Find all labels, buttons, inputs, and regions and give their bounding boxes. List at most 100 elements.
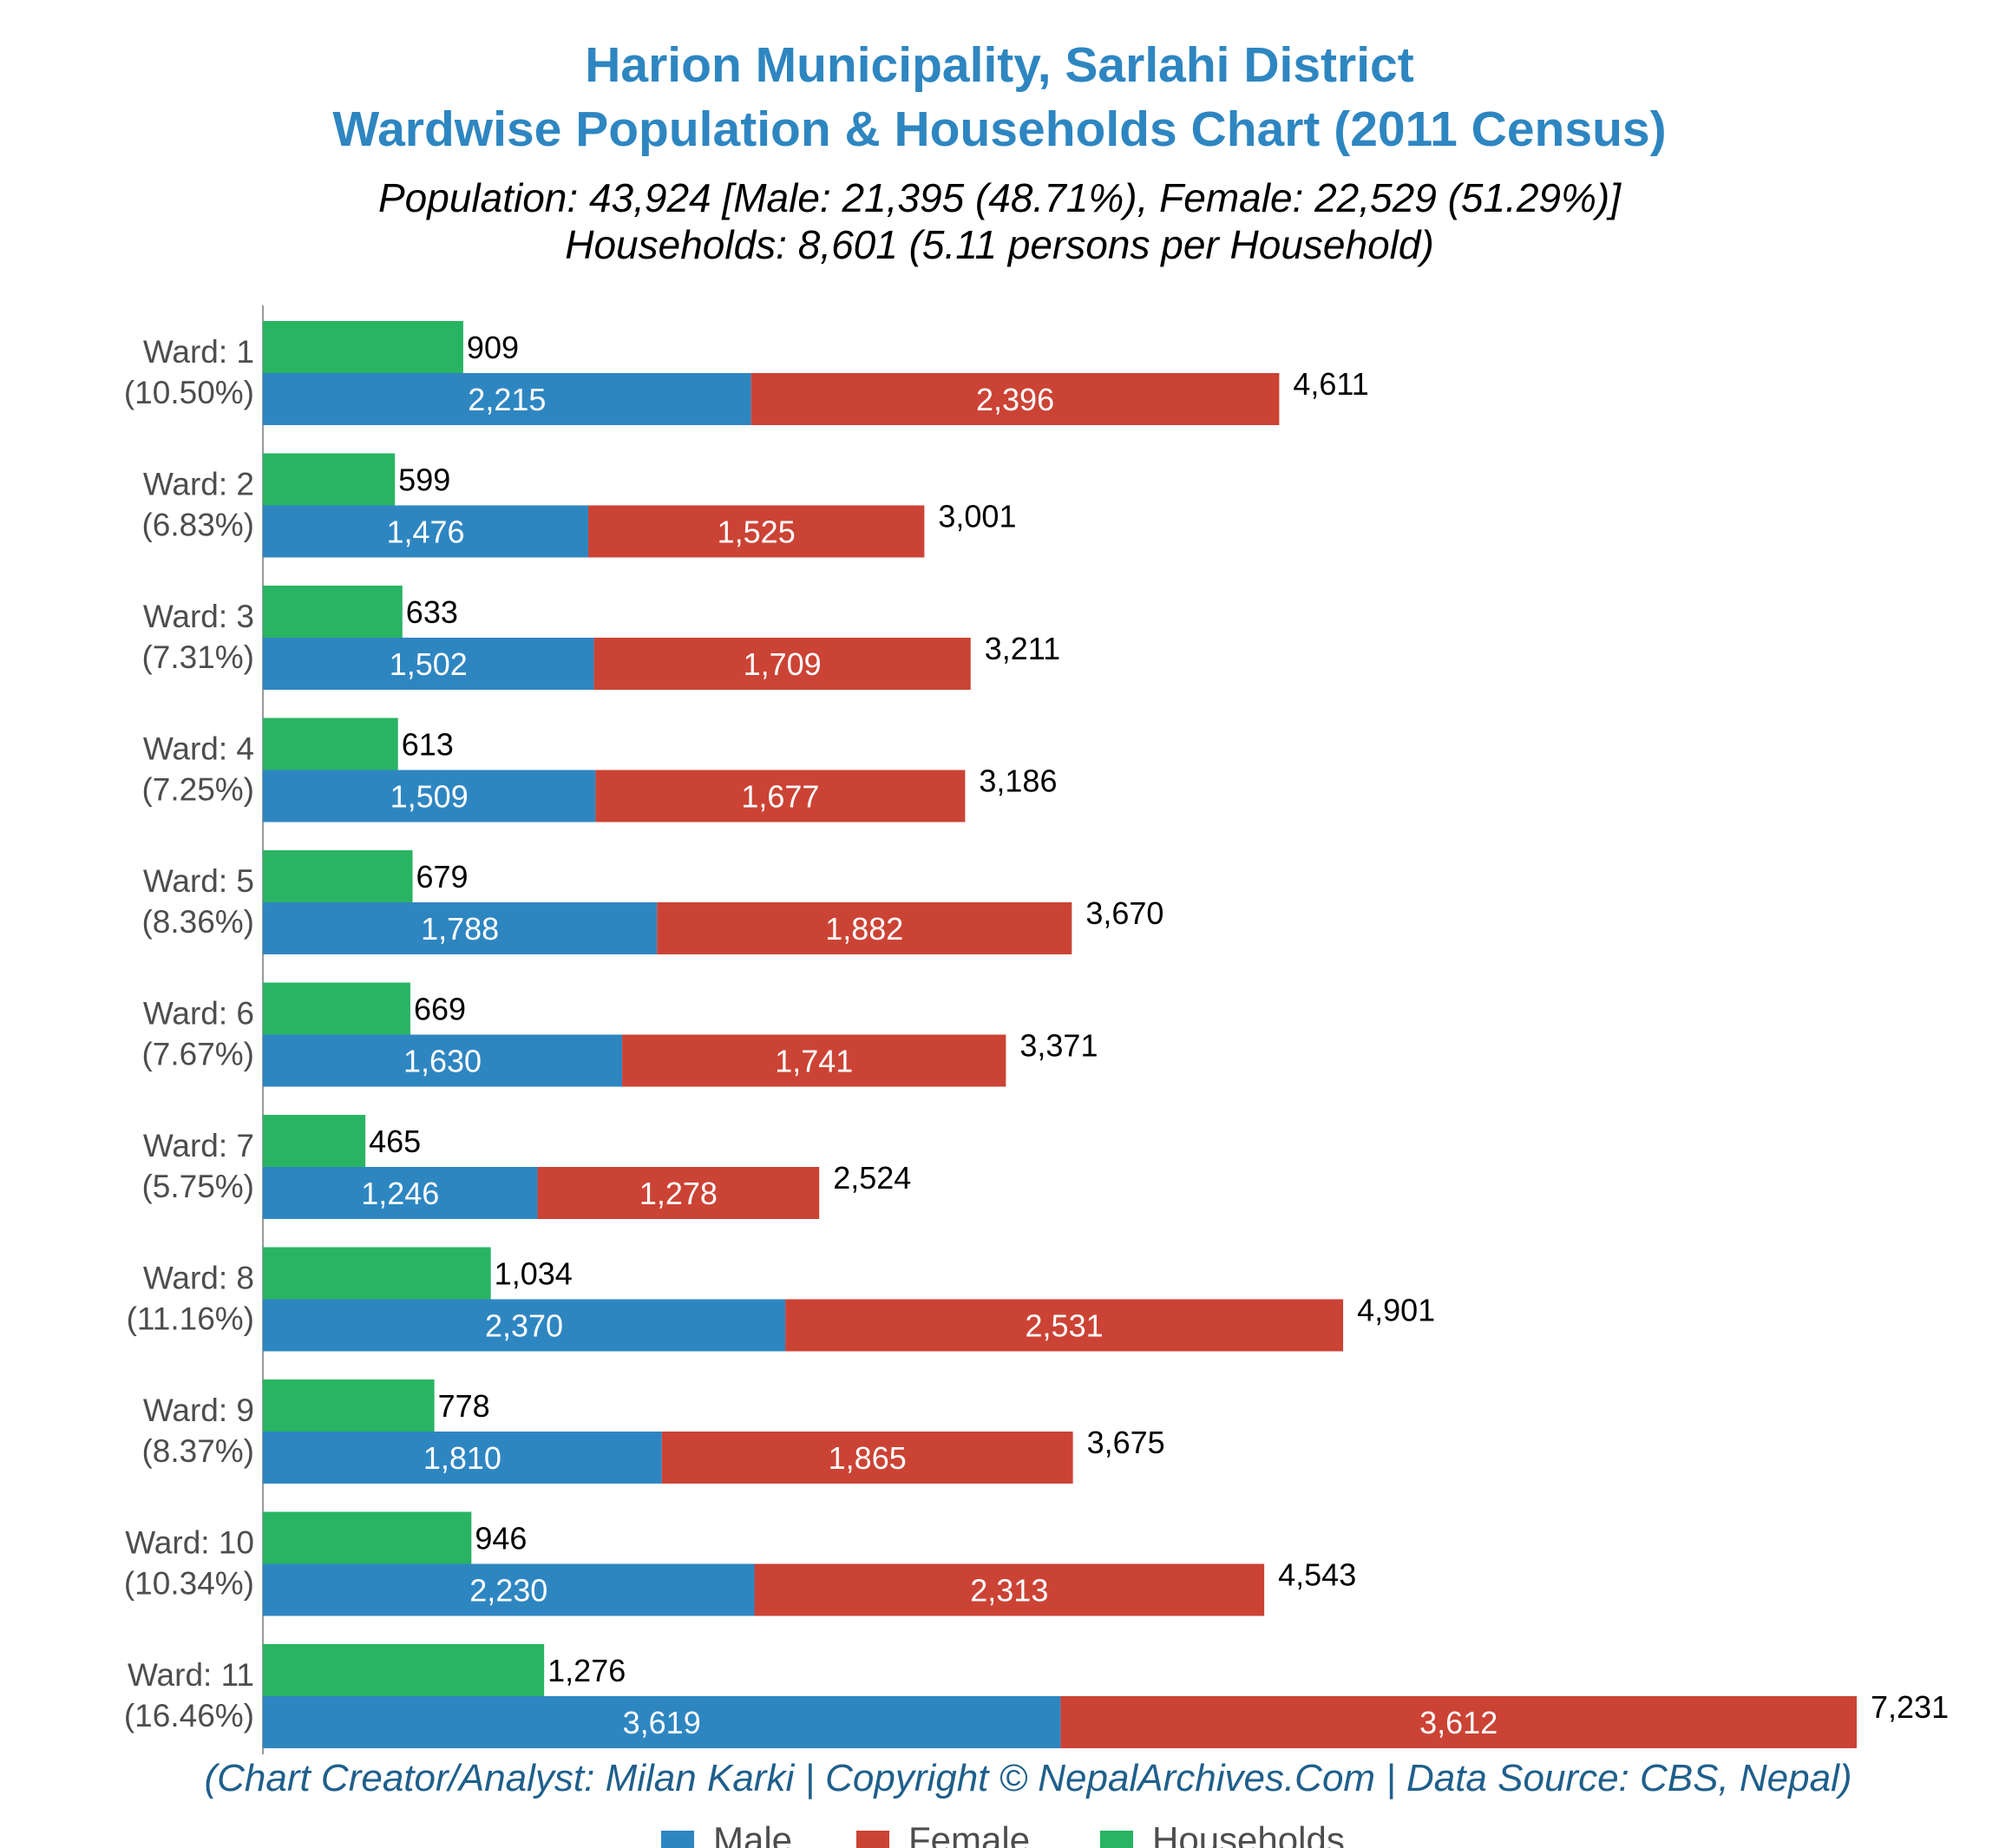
ward-share-label: (7.67%) <box>141 1037 254 1072</box>
female-bar <box>657 902 1072 954</box>
male-bar <box>263 1167 538 1219</box>
credit-text: (Chart Creator/Analyst: Milan Karki | Co… <box>204 1757 1852 1799</box>
ward-label: Ward: 5 <box>143 863 254 899</box>
male-value-label: 1,502 <box>390 646 468 682</box>
male-bar <box>263 1696 1061 1748</box>
male-bar <box>263 1563 755 1616</box>
female-value-label: 2,531 <box>1026 1308 1104 1344</box>
ward-share-label: (7.25%) <box>141 772 254 808</box>
female-bar <box>785 1299 1344 1352</box>
male-value-label: 1,509 <box>390 779 469 815</box>
chart-subtitle-line2: Households: 8,601 (5.11 persons per Hous… <box>565 222 1434 267</box>
male-bar <box>263 770 596 822</box>
ward-label: Ward: 3 <box>143 599 254 634</box>
female-bar <box>587 505 925 558</box>
ward-share-label: (8.36%) <box>141 904 254 940</box>
female-value-label: 3,612 <box>1419 1705 1498 1740</box>
female-value-label: 1,865 <box>829 1440 907 1476</box>
male-value-label: 1,476 <box>386 514 464 550</box>
male-value-label: 2,370 <box>485 1308 563 1344</box>
legend-label: Female <box>908 1819 1030 1848</box>
bars-group: 909 2,215 2,396 4,611 Ward: 1 (10.50%) 599 1,47… <box>124 321 1949 1748</box>
ward-label: Ward: 9 <box>143 1393 254 1428</box>
households-value-label: 1,034 <box>495 1256 573 1292</box>
female-value-label: 2,313 <box>970 1573 1048 1609</box>
female-bar <box>622 1034 1006 1087</box>
male-bar <box>263 1432 662 1484</box>
legend: Male Female Households <box>661 1819 1345 1848</box>
ward-label: Ward: 2 <box>143 467 254 502</box>
ward-share-label: (16.46%) <box>124 1698 254 1733</box>
male-bar <box>263 505 588 558</box>
households-bar <box>263 1247 491 1300</box>
female-bar <box>593 638 971 690</box>
male-value-label: 1,246 <box>361 1176 439 1211</box>
male-value-label: 1,630 <box>403 1044 482 1079</box>
chart-title-line2: Wardwise Population & Households Chart (… <box>332 102 1666 157</box>
male-bar <box>263 902 658 954</box>
legend-label: Male <box>713 1819 792 1848</box>
households-bar <box>263 1379 435 1432</box>
ward-share-label: (10.50%) <box>124 375 254 410</box>
male-bar <box>263 1034 623 1087</box>
ward-label: Ward: 8 <box>143 1261 254 1296</box>
households-value-label: 778 <box>438 1388 490 1424</box>
legend-label: Households <box>1152 1819 1345 1848</box>
chart-title-line1: Harion Municipality, Sarlahi District <box>585 37 1413 93</box>
ward-label: Ward: 11 <box>128 1657 254 1693</box>
ward-label: Ward: 4 <box>143 731 254 767</box>
male-bar <box>263 638 594 690</box>
households-value-label: 1,276 <box>547 1653 626 1688</box>
legend-swatch <box>856 1831 889 1848</box>
households-bar <box>263 850 413 902</box>
female-value-label: 1,677 <box>741 779 819 815</box>
ward-label: Ward: 6 <box>143 996 254 1032</box>
female-bar <box>661 1432 1073 1484</box>
total-value-label: 3,670 <box>1085 895 1163 931</box>
households-bar <box>263 1115 366 1167</box>
households-value-label: 909 <box>467 330 519 365</box>
ward-share-label: (7.31%) <box>141 639 254 675</box>
male-value-label: 2,215 <box>468 382 546 417</box>
female-bar <box>1060 1696 1857 1748</box>
total-value-label: 3,211 <box>985 631 1060 666</box>
total-value-label: 3,371 <box>1019 1028 1098 1064</box>
female-bar <box>750 373 1280 425</box>
male-value-label: 3,619 <box>623 1705 701 1740</box>
female-value-label: 1,882 <box>825 911 903 947</box>
households-value-label: 465 <box>369 1124 421 1159</box>
female-value-label: 2,396 <box>976 382 1054 417</box>
households-value-label: 679 <box>416 859 468 895</box>
ward-share-label: (10.34%) <box>124 1566 254 1602</box>
female-bar <box>754 1563 1265 1616</box>
female-value-label: 1,709 <box>744 646 822 682</box>
households-value-label: 613 <box>402 727 454 763</box>
households-bar <box>263 982 410 1035</box>
households-bar <box>263 321 463 373</box>
households-bar <box>263 718 398 770</box>
female-value-label: 1,278 <box>639 1176 718 1211</box>
households-bar <box>263 586 403 638</box>
households-bar <box>263 1511 472 1564</box>
ward-share-label: (11.16%) <box>127 1301 254 1337</box>
chart-subtitle-line1: Population: 43,924 [Male: 21,395 (48.71%… <box>378 175 1622 220</box>
total-value-label: 4,543 <box>1278 1557 1356 1593</box>
total-value-label: 4,611 <box>1293 366 1368 402</box>
male-bar <box>263 1299 786 1352</box>
total-value-label: 4,901 <box>1357 1293 1435 1328</box>
ward-share-label: (8.37%) <box>141 1433 254 1469</box>
total-value-label: 2,524 <box>833 1160 911 1196</box>
ward-share-label: (5.75%) <box>141 1169 254 1204</box>
ward-label: Ward: 1 <box>143 334 254 370</box>
total-value-label: 3,186 <box>979 763 1057 799</box>
households-value-label: 946 <box>475 1521 527 1556</box>
total-value-label: 3,001 <box>938 499 1016 534</box>
households-value-label: 599 <box>398 462 450 498</box>
total-value-label: 7,231 <box>1871 1689 1949 1725</box>
female-value-label: 1,741 <box>775 1044 853 1079</box>
ward-label: Ward: 7 <box>143 1128 254 1163</box>
households-value-label: 669 <box>414 992 466 1027</box>
legend-swatch <box>661 1831 694 1848</box>
female-value-label: 1,525 <box>718 514 796 550</box>
